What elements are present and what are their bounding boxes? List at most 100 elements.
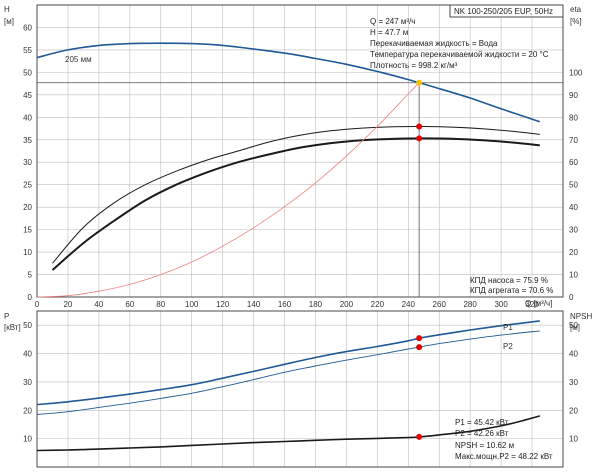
power-info: P1 = 45.42 кВт P2 = 42.26 кВт NPSH = 10.… — [455, 418, 553, 461]
chart-title: NK 100-250/205 EUP, 50Hz — [454, 7, 553, 16]
y-tick-label: 60 — [23, 23, 32, 32]
y-tick-label: 10 — [23, 248, 32, 257]
y-tick-label: 45 — [23, 91, 32, 100]
series-head — [36, 42, 541, 123]
x-tick-label: 0 — [35, 300, 40, 309]
y2-tick-label: 40 — [569, 350, 578, 359]
y2-tick-label: 0 — [569, 293, 574, 302]
y2-tick-label: 60 — [569, 158, 578, 167]
series-system — [36, 82, 420, 298]
info-line: КПД агрегата = 70.6 % — [470, 286, 553, 295]
bottom-panel-series — [36, 320, 541, 452]
y-tick-label: 55 — [23, 46, 32, 55]
info-line: КПД насоса = 75.9 % — [470, 276, 548, 285]
curve-point-marker — [416, 123, 423, 130]
y2-tick-label: 20 — [569, 248, 578, 257]
top-x-label: Q [м³/ч] — [525, 299, 552, 308]
x-tick-label: 320 — [525, 300, 539, 309]
series-label-p1: P1 — [503, 323, 513, 332]
x-tick-label: 120 — [216, 300, 230, 309]
info-line: P2 = 42.26 кВт — [455, 429, 509, 438]
x-tick-label: 300 — [494, 300, 508, 309]
bottom-panel-tick-labels: 10 20 30 40 50 10 20 30 40 50 — [23, 321, 578, 443]
top-panel-series — [36, 42, 541, 298]
y-tick-label: 30 — [23, 378, 32, 387]
x-tick-label: 200 — [340, 300, 354, 309]
y-tick-label: 50 — [23, 321, 32, 330]
operating-point-marker — [416, 79, 423, 86]
y2-tick-label: 10 — [569, 271, 578, 280]
efficiency-info: КПД насоса = 75.9 % КПД агрегата = 70.6 … — [470, 276, 553, 295]
y-tick-label: 40 — [23, 350, 32, 359]
series-pump_eff — [52, 125, 540, 264]
x-tick-label: 180 — [309, 300, 323, 309]
top-panel-tick-labels: 0 20 40 60 80 100 120 140 160 180 200 220 240 260 280 3… — [23, 23, 583, 309]
top-y-label-unit: [м] — [4, 17, 14, 26]
info-line: Плотность = 998.2 кг/м³ — [370, 61, 458, 70]
y2-tick-label: 40 — [569, 203, 578, 212]
curve-point-marker — [416, 433, 423, 440]
series-p1 — [36, 320, 540, 406]
y2-tick-label: 70 — [569, 136, 578, 145]
x-tick-label: 160 — [278, 300, 292, 309]
x-tick-label: 260 — [433, 300, 447, 309]
bottom-y-label-symbol: P — [4, 312, 9, 321]
y-tick-label: 20 — [23, 203, 32, 212]
bottom-y2-label-unit: [м] — [570, 323, 580, 332]
series-label-p2: P2 — [503, 342, 513, 351]
y-tick-label: 5 — [28, 271, 33, 280]
y2-tick-label: 20 — [569, 406, 578, 415]
curve-point-marker — [416, 135, 423, 142]
x-tick-label: 240 — [402, 300, 416, 309]
top-y2-label-symbol: eta — [570, 5, 582, 14]
x-tick-label: 280 — [463, 300, 477, 309]
info-line: Перекачиваемая жидкость = Вода — [370, 39, 498, 48]
curve-point-marker — [416, 335, 423, 342]
y-tick-label: 40 — [23, 113, 32, 122]
operating-point-markers — [37, 79, 563, 440]
series-p2 — [36, 330, 540, 415]
info-line: Температура перекачиваемой жидкости = 20… — [370, 50, 549, 59]
y-tick-label: 20 — [23, 406, 32, 415]
x-tick-label: 60 — [125, 300, 134, 309]
y-tick-label: 50 — [23, 68, 32, 77]
y2-tick-label: 100 — [569, 68, 583, 77]
y2-tick-label: 80 — [569, 113, 578, 122]
y-tick-label: 35 — [23, 136, 32, 145]
y2-tick-label: 30 — [569, 378, 578, 387]
series-unit_eff — [51, 137, 540, 271]
info-line: NPSH = 10.62 м — [455, 441, 514, 450]
operating-point-info: Q = 247 м³/ч H = 47.7 м Перекачиваемая ж… — [370, 17, 549, 70]
info-line: H = 47.7 м — [370, 28, 408, 37]
top-panel-frame — [36, 4, 564, 298]
title-box — [449, 4, 564, 18]
y2-tick-label: 50 — [569, 321, 578, 330]
top-y2-label-unit: [%] — [570, 17, 582, 26]
y-tick-label: 25 — [23, 181, 32, 190]
y2-tick-label: 50 — [569, 181, 578, 190]
bottom-panel-frame — [36, 310, 564, 468]
y2-tick-label: 30 — [569, 226, 578, 235]
bottom-y-label-unit: [кВт] — [4, 323, 21, 332]
y-tick-label: 30 — [23, 158, 32, 167]
y-tick-label: 10 — [23, 435, 32, 444]
y2-tick-label: 90 — [569, 91, 578, 100]
info-line: Макс.мощн.P2 = 48.22 кВт — [455, 452, 553, 461]
top-panel-grid — [36, 5, 563, 298]
x-tick-label: 100 — [185, 300, 199, 309]
y2-tick-label: 10 — [569, 435, 578, 444]
x-tick-label: 80 — [156, 300, 165, 309]
top-y-label-symbol: H — [4, 5, 10, 14]
y-tick-label: 15 — [23, 226, 32, 235]
x-tick-label: 20 — [63, 300, 72, 309]
x-tick-label: 40 — [94, 300, 103, 309]
impeller-diameter-label: 205 мм — [65, 55, 92, 64]
y-tick-label: 0 — [28, 293, 33, 302]
bottom-y2-label-symbol: NPSH — [570, 312, 592, 321]
series-npsh — [36, 415, 541, 452]
info-line: Q = 247 м³/ч — [370, 17, 415, 26]
curve-point-marker — [416, 344, 423, 351]
info-line: P1 = 45.42 кВт — [455, 418, 509, 427]
x-tick-label: 220 — [371, 300, 385, 309]
